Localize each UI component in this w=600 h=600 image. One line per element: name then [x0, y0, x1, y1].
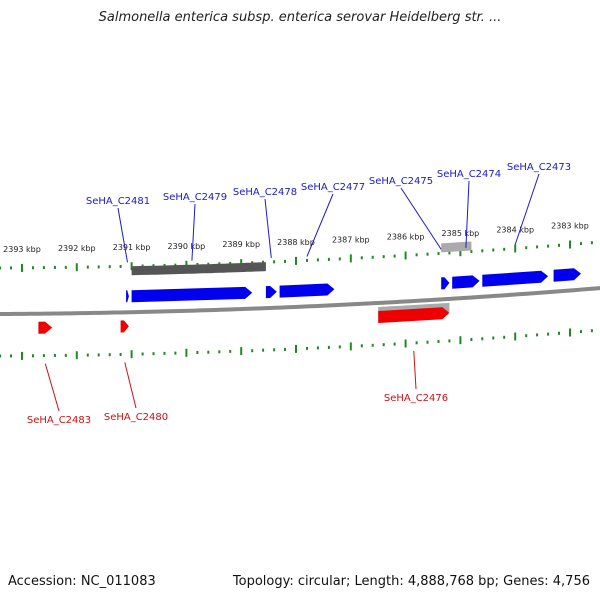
gene-label-leader — [465, 180, 470, 248]
gene-label[interactable]: SeHA_C2479 — [163, 192, 227, 203]
bottom-tick-track — [0, 328, 593, 360]
feature-bar-dark — [131, 262, 266, 276]
gene-label-leader — [400, 187, 442, 250]
forward-gene-arrow[interactable] — [553, 268, 581, 282]
scale-label: 2393 kbp — [3, 245, 41, 254]
map-title: Salmonella enterica subsp. enterica sero… — [98, 10, 502, 25]
scale-label: 2390 kbp — [168, 242, 206, 251]
gene-label[interactable]: SeHA_C2474 — [437, 169, 501, 180]
gene-labels: SeHA_C2481 SeHA_C2479 SeHA_C2478 SeHA_C2477… — [27, 162, 571, 426]
scale-label: 2384 kbp — [496, 226, 534, 235]
reverse-gene-arrow[interactable] — [120, 320, 129, 333]
accession-text: Accession: NC_011083 — [8, 574, 156, 589]
gene-label-leader — [413, 350, 417, 390]
forward-gene-arrow[interactable] — [126, 290, 129, 303]
scale-label: 2386 kbp — [387, 233, 425, 242]
gene-label[interactable]: SeHA_C2483 — [27, 415, 91, 426]
gene-label[interactable]: SeHA_C2478 — [233, 187, 297, 198]
forward-gene-arrow[interactable] — [131, 286, 253, 303]
reverse-gene-arrow[interactable] — [38, 321, 53, 334]
scale-labels: 2393 kbp 2392 kbp 2391 kbp 2390 kbp 2389 kbp… — [3, 222, 589, 254]
gene-label[interactable]: SeHA_C2481 — [86, 196, 150, 207]
gene-label-leader — [124, 362, 137, 409]
gene-label-leader — [264, 198, 272, 258]
gene-label[interactable]: SeHA_C2477 — [301, 182, 365, 193]
forward-gene-arrow[interactable] — [279, 283, 335, 298]
forward-gene-arrow[interactable] — [441, 277, 450, 290]
gene-label-leader — [514, 173, 540, 245]
gene-label-leader — [117, 207, 128, 263]
forward-gene-arrow[interactable] — [452, 275, 480, 289]
scale-label: 2383 kbp — [551, 222, 589, 231]
scale-label: 2388 kbp — [277, 238, 315, 247]
scale-label: 2387 kbp — [332, 235, 370, 244]
feature-bar-light — [441, 241, 472, 253]
forward-gene-arrow[interactable] — [482, 270, 549, 287]
scale-label: 2391 kbp — [113, 243, 151, 252]
gene-label-leader — [191, 203, 196, 261]
scale-label: 2389 kbp — [222, 240, 260, 249]
reverse-gene-arrow[interactable] — [378, 307, 450, 323]
genome-backbone — [0, 286, 600, 317]
gene-label[interactable]: SeHA_C2473 — [507, 162, 571, 173]
genome-summary-text: Topology: circular; Length: 4,888,768 bp… — [232, 574, 590, 589]
scale-label: 2392 kbp — [58, 244, 96, 253]
scale-label: 2385 kbp — [442, 229, 480, 238]
gene-label[interactable]: SeHA_C2476 — [384, 393, 448, 404]
gene-label[interactable]: SeHA_C2480 — [104, 412, 168, 423]
gene-label-leader — [306, 193, 334, 257]
forward-gene-arrow[interactable] — [265, 286, 277, 299]
gene-label[interactable]: SeHA_C2475 — [369, 176, 433, 187]
forward-strand-genes — [126, 268, 581, 303]
reverse-strand-genes — [38, 307, 450, 334]
gene-label-leader — [44, 363, 60, 412]
